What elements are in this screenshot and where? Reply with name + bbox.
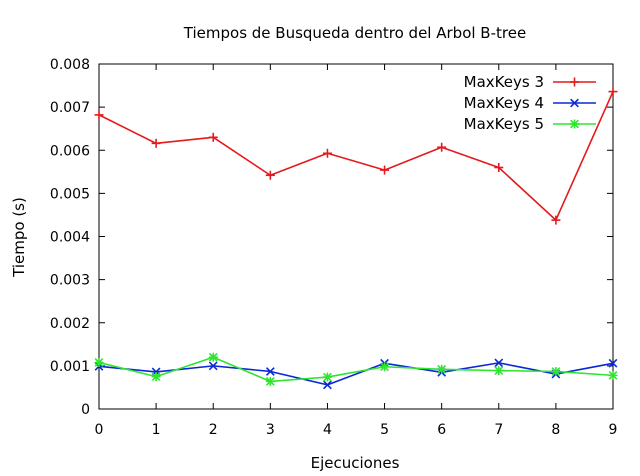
legend-label-maxkeys-4: MaxKeys 4	[464, 94, 544, 112]
x-tick-label: 3	[266, 422, 275, 438]
legend: MaxKeys 3 MaxKeys 4 MaxKeys 5	[464, 73, 596, 133]
data-point-maxkeys-4	[208, 361, 218, 371]
data-point-maxkeys-5	[322, 372, 332, 382]
x-tick-label: 9	[609, 422, 618, 438]
y-tick-label: 0.006	[50, 143, 90, 159]
data-point-maxkeys-3	[322, 148, 332, 158]
data-point-maxkeys-3	[208, 132, 218, 142]
data-point-maxkeys-5	[551, 366, 561, 376]
data-point-maxkeys-3	[608, 87, 618, 97]
data-point-maxkeys-3	[551, 215, 561, 225]
chart-title: Tiempos de Busqueda dentro del Arbol B-t…	[183, 24, 526, 42]
data-point-maxkeys-5	[265, 376, 275, 386]
legend-marker-maxkeys-3	[570, 77, 579, 87]
legend-marker-maxkeys-4	[570, 98, 579, 108]
data-point-maxkeys-4	[608, 358, 618, 368]
data-point-maxkeys-3	[494, 163, 504, 172]
data-point-maxkeys-5	[494, 366, 504, 376]
data-point-maxkeys-4	[265, 367, 275, 376]
data-point-maxkeys-5	[151, 372, 161, 382]
data-point-maxkeys-5	[208, 352, 218, 362]
x-tick-label: 4	[323, 422, 332, 438]
data-point-maxkeys-3	[380, 165, 390, 175]
x-tick-label: 7	[494, 422, 503, 438]
y-tick-label: 0.008	[50, 57, 90, 73]
x-tick-label: 5	[380, 422, 389, 438]
data-point-maxkeys-3	[94, 110, 104, 120]
data-point-maxkeys-5	[437, 364, 447, 374]
y-tick-label: 0.003	[50, 273, 90, 289]
data-point-maxkeys-3	[265, 170, 275, 180]
x-tick-label: 0	[95, 422, 104, 438]
data-point-maxkeys-5	[380, 362, 390, 372]
legend-label-maxkeys-5: MaxKeys 5	[464, 115, 544, 133]
x-axis-label: Ejecuciones	[311, 454, 400, 472]
y-tick-label: 0.002	[50, 316, 90, 332]
data-point-maxkeys-5	[94, 357, 104, 367]
y-tick-label: 0	[81, 402, 90, 418]
x-tick-label: 1	[152, 422, 161, 438]
x-tick-label: 2	[209, 422, 218, 438]
y-tick-label: 0.007	[50, 100, 90, 116]
y-tick-label: 0.004	[50, 230, 90, 246]
data-point-maxkeys-4	[494, 358, 504, 368]
series-line-maxkeys-5	[98, 356, 614, 383]
y-axis-label: Tiempo (s)	[10, 197, 28, 278]
data-point-maxkeys-3	[437, 142, 447, 152]
x-tick-label: 8	[551, 422, 560, 438]
plot-area: 0 0.001 0.002 0.003 0.004 0.005 0.006 0.007 0.00…	[50, 57, 618, 438]
legend-label-maxkeys-3: MaxKeys 3	[464, 73, 544, 91]
series-line-maxkeys-3	[98, 91, 614, 221]
data-point-maxkeys-3	[151, 138, 161, 148]
y-tick-label: 0.001	[50, 359, 90, 375]
data-point-maxkeys-4	[323, 380, 332, 390]
x-tick-label: 6	[437, 422, 446, 438]
series-line-maxkeys-4	[98, 362, 614, 386]
legend-marker-maxkeys-5	[570, 119, 579, 129]
data-point-maxkeys-5	[608, 370, 618, 380]
y-tick-label: 0.005	[50, 186, 90, 202]
